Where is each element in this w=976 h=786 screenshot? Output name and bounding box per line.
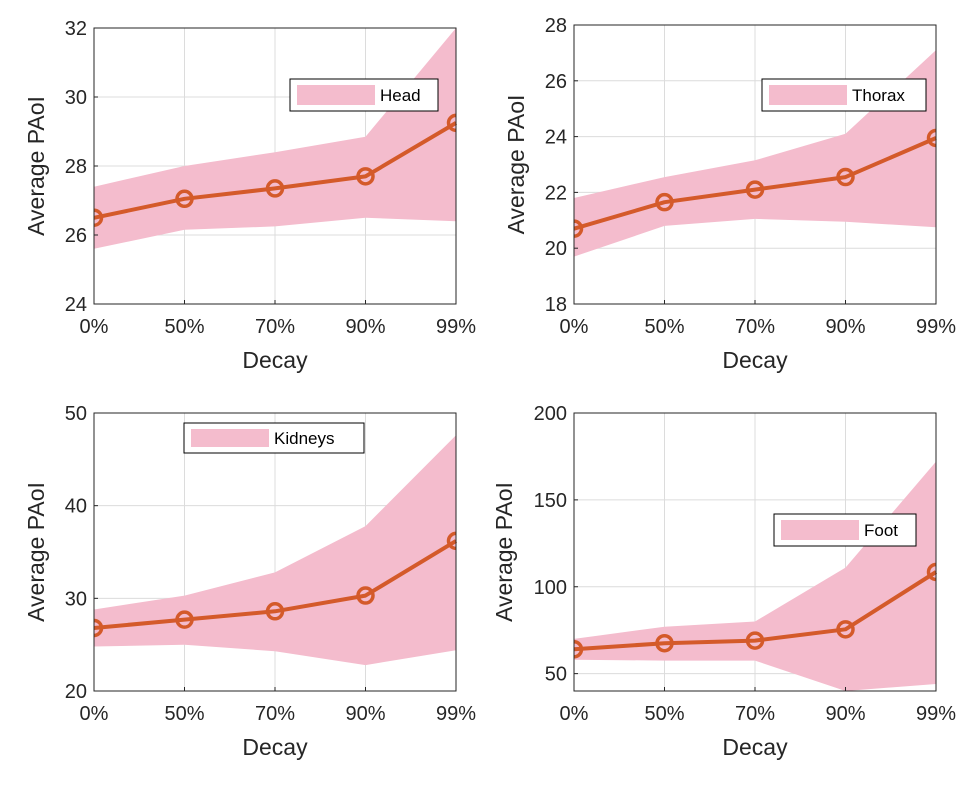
legend-entry: Foot	[864, 521, 898, 540]
data-point	[94, 618, 104, 638]
legend-entry: Thorax	[852, 86, 905, 105]
y-tick-label: 30	[65, 87, 87, 109]
y-tick-label: 150	[534, 490, 567, 512]
x-axis-label: Decay	[242, 347, 308, 373]
x-tick-label: 99%	[436, 316, 476, 338]
chart-panel-2: 0% 50% 70% 90% 99% 18 20 22 24 26 28 Decay Average P…	[503, 15, 956, 373]
x-tick-label: 90%	[825, 703, 865, 725]
y-tick-label: 32	[65, 18, 87, 40]
confidence-band	[574, 50, 936, 257]
data-point	[175, 610, 194, 629]
legend: Head	[289, 78, 439, 112]
confidence-band	[574, 461, 936, 691]
data-point	[94, 208, 104, 227]
y-tick-label: 26	[545, 71, 567, 93]
legend-swatch	[297, 85, 375, 105]
legend: Foot	[773, 513, 917, 547]
x-tick-label: 0%	[560, 316, 589, 338]
x-tick-label: 0%	[80, 316, 109, 338]
y-axis-label: Average PAoI	[23, 482, 49, 622]
data-point	[655, 192, 674, 212]
data-point	[446, 531, 456, 551]
legend-swatch	[191, 429, 269, 447]
y-tick-label: 100	[534, 577, 567, 599]
series-line	[93, 121, 458, 220]
x-axis-label: Decay	[242, 734, 308, 760]
y-tick-label: 18	[545, 294, 567, 316]
x-tick-label: 70%	[255, 703, 295, 725]
x-tick-label: 90%	[345, 316, 385, 338]
y-tick-label: 50	[65, 403, 87, 425]
data-point	[265, 602, 285, 621]
chart-panel-1: 0% 50% 70% 90% 99% 24 26 28 30 32 Decay Average PAo…	[23, 18, 476, 373]
y-axis-label: Average PAoI	[23, 96, 49, 236]
y-axis-label: Average PAoI	[503, 95, 529, 235]
y-tick-label: 20	[65, 681, 87, 703]
x-tick-label: 70%	[735, 703, 775, 725]
data-point	[926, 128, 936, 148]
series-line	[93, 539, 458, 630]
data-point	[175, 189, 194, 209]
x-tick-label: 90%	[345, 703, 385, 725]
legend: Kidneys	[183, 422, 365, 454]
data-point	[655, 633, 674, 653]
data-point	[836, 167, 855, 187]
x-tick-label: 50%	[164, 316, 204, 338]
x-tick-label: 0%	[80, 703, 109, 725]
y-tick-label: 50	[545, 664, 567, 686]
data-point	[574, 219, 584, 238]
series-line	[573, 136, 937, 231]
x-tick-label: 90%	[825, 316, 865, 338]
data-point	[265, 179, 285, 198]
x-tick-label: 99%	[916, 703, 956, 725]
legend-entry: Head	[380, 86, 421, 105]
data-point	[836, 620, 855, 639]
legend-entry: Kidneys	[274, 429, 334, 448]
y-tick-label: 30	[65, 588, 87, 610]
legend-swatch	[769, 85, 847, 105]
chart-panel-3: 0% 50% 70% 90% 99% 20 30 40 50 Decay Average PAoI K…	[23, 403, 476, 760]
y-axis-label: Average PAoI	[491, 482, 517, 622]
x-axis-label: Decay	[722, 347, 788, 373]
data-point	[745, 631, 765, 650]
y-tick-label: 28	[545, 15, 567, 37]
x-tick-label: 0%	[560, 703, 589, 725]
y-tick-label: 22	[545, 182, 567, 204]
y-tick-label: 40	[65, 496, 87, 518]
data-point	[574, 640, 584, 659]
data-point	[926, 562, 936, 582]
confidence-band	[94, 435, 456, 666]
x-axis-label: Decay	[722, 734, 788, 760]
x-tick-label: 99%	[436, 703, 476, 725]
x-tick-label: 70%	[255, 316, 295, 338]
legend: Thorax	[761, 78, 927, 112]
x-tick-label: 99%	[916, 316, 956, 338]
x-tick-label: 50%	[164, 703, 204, 725]
y-tick-label: 24	[545, 127, 567, 149]
data-point	[356, 586, 375, 605]
x-tick-label: 50%	[644, 316, 684, 338]
y-tick-label: 20	[545, 238, 567, 260]
chart-panel-4: 0% 50% 70% 90% 99% 50 100 150 200 Decay Average PA…	[491, 403, 956, 760]
x-tick-label: 70%	[735, 316, 775, 338]
y-tick-label: 24	[65, 294, 87, 316]
y-tick-label: 200	[534, 403, 567, 425]
data-point	[745, 180, 765, 199]
data-point	[446, 113, 456, 133]
y-tick-label: 28	[65, 156, 87, 178]
confidence-band	[94, 28, 456, 249]
x-tick-label: 50%	[644, 703, 684, 725]
legend-swatch	[781, 520, 859, 540]
y-tick-label: 26	[65, 225, 87, 247]
data-point	[356, 167, 375, 186]
series-line	[573, 570, 938, 652]
